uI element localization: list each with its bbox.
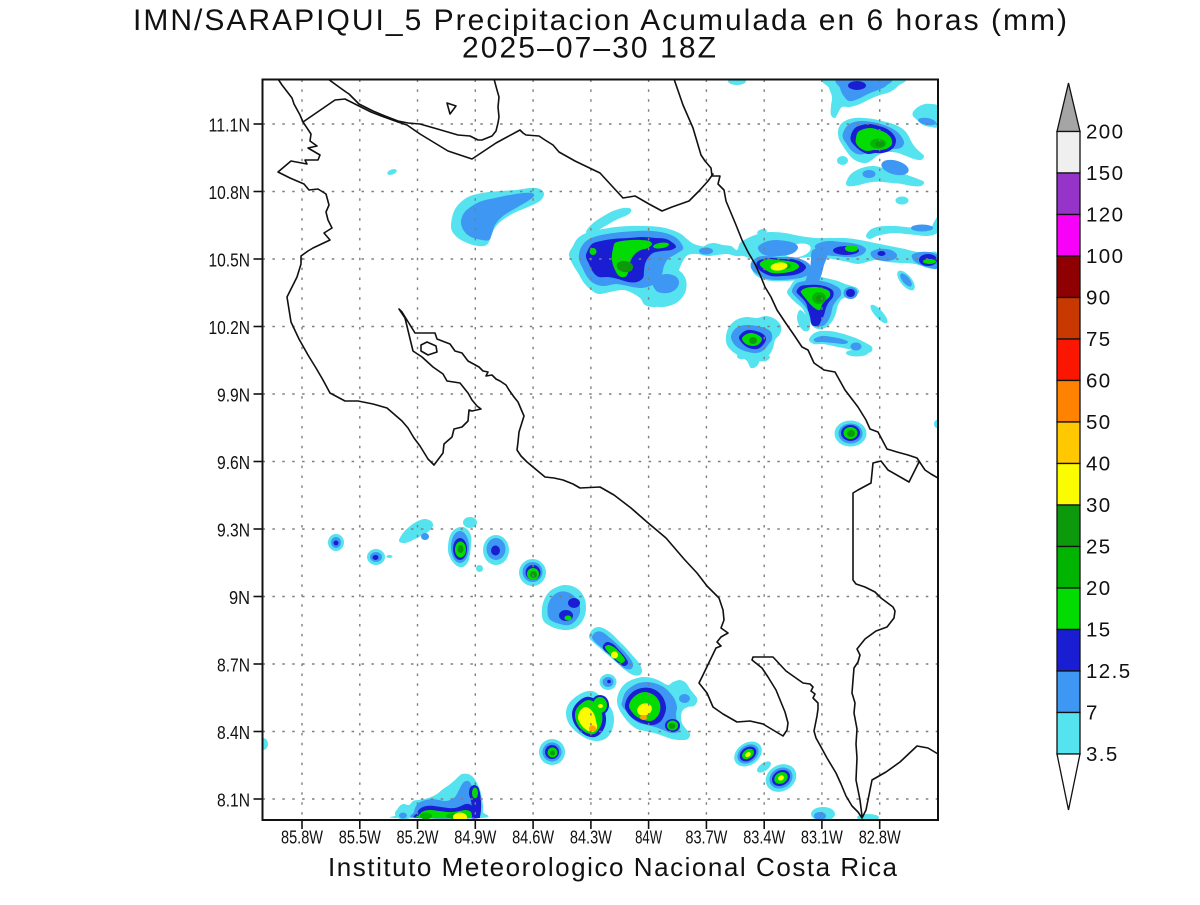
svg-text:8.4N: 8.4N — [217, 722, 250, 743]
svg-text:84.9W: 84.9W — [454, 827, 496, 848]
svg-text:8.1N: 8.1N — [217, 790, 250, 811]
svg-text:83.7W: 83.7W — [685, 827, 727, 848]
svg-text:10.2N: 10.2N — [209, 317, 251, 338]
svg-text:15: 15 — [1086, 619, 1112, 642]
svg-text:9.3N: 9.3N — [217, 520, 250, 541]
svg-text:85.8W: 85.8W — [281, 827, 323, 848]
svg-text:82.8W: 82.8W — [859, 827, 901, 848]
svg-text:85.2W: 85.2W — [397, 827, 439, 848]
svg-text:30: 30 — [1086, 494, 1112, 517]
svg-text:90: 90 — [1086, 287, 1112, 310]
svg-text:10.8N: 10.8N — [209, 182, 251, 203]
svg-text:84.6W: 84.6W — [512, 827, 554, 848]
svg-text:40: 40 — [1086, 453, 1112, 476]
svg-text:9.6N: 9.6N — [217, 452, 250, 473]
svg-text:Instituto Meteorologico Nacion: Instituto Meteorologico Nacional Costa R… — [328, 852, 898, 882]
svg-text:60: 60 — [1086, 370, 1112, 393]
svg-text:50: 50 — [1086, 411, 1112, 434]
svg-text:20: 20 — [1086, 577, 1112, 600]
svg-text:85.5W: 85.5W — [339, 827, 381, 848]
svg-text:3.5: 3.5 — [1086, 743, 1119, 766]
svg-text:200: 200 — [1086, 121, 1124, 144]
svg-text:10.5N: 10.5N — [209, 250, 251, 271]
svg-text:25: 25 — [1086, 536, 1112, 559]
svg-text:2025–07–30 18Z: 2025–07–30 18Z — [462, 32, 716, 65]
svg-text:83.4W: 83.4W — [743, 827, 785, 848]
svg-text:IMN/SARAPIQUI_5 Precipitacion: IMN/SARAPIQUI_5 Precipitacion Acumulada … — [133, 4, 1067, 37]
svg-text:84.3W: 84.3W — [570, 827, 612, 848]
svg-text:75: 75 — [1086, 328, 1112, 351]
svg-text:7: 7 — [1086, 702, 1099, 725]
svg-text:11.1N: 11.1N — [209, 115, 251, 136]
svg-text:100: 100 — [1086, 245, 1124, 268]
svg-text:9N: 9N — [229, 587, 250, 608]
svg-text:120: 120 — [1086, 204, 1124, 227]
svg-text:150: 150 — [1086, 162, 1124, 185]
svg-text:8.7N: 8.7N — [217, 655, 250, 676]
svg-text:12.5: 12.5 — [1086, 660, 1132, 683]
svg-text:84W: 84W — [635, 827, 662, 848]
svg-text:9.9N: 9.9N — [217, 385, 250, 406]
svg-text:83.1W: 83.1W — [801, 827, 843, 848]
